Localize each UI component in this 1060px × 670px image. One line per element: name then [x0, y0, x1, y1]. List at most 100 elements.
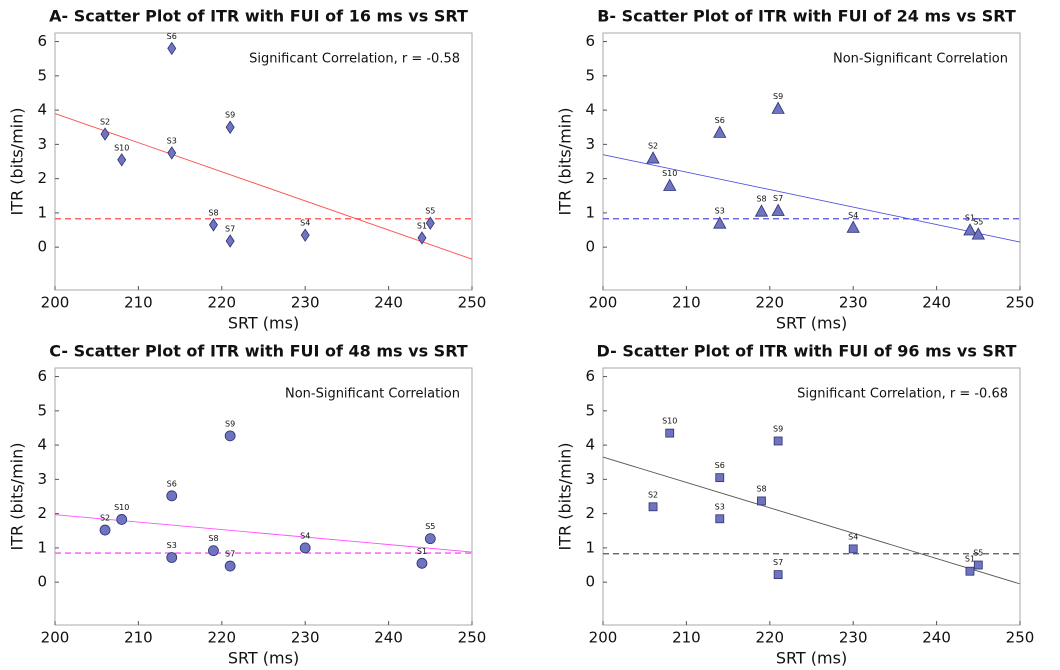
x-tick-label: 210 — [124, 294, 153, 312]
x-tick-label: 240 — [922, 629, 951, 647]
x-axis-label: SRT (ms) — [228, 649, 299, 668]
y-tick-label: 1 — [585, 203, 595, 221]
y-tick-label: 5 — [585, 66, 595, 84]
y-tick-label: 3 — [37, 470, 47, 488]
point-label: S8 — [208, 208, 218, 217]
point — [646, 151, 660, 164]
point — [425, 216, 435, 230]
point-label: S6 — [167, 479, 177, 488]
x-tick-label: 240 — [374, 629, 403, 647]
y-axis-label: ITR (bits/min) — [556, 443, 575, 551]
x-tick-label: 230 — [839, 629, 868, 647]
y-tick-label: 4 — [585, 101, 595, 119]
point-label: S4 — [300, 531, 310, 540]
x-tick-label: 230 — [291, 629, 320, 647]
point — [757, 496, 766, 506]
point — [424, 533, 436, 545]
point-label: S7 — [225, 550, 235, 559]
point-label: S5 — [973, 549, 983, 558]
point-label: S8 — [756, 195, 766, 204]
point — [224, 560, 236, 572]
panel-title: C- Scatter Plot of ITR with FUI of 48 ms… — [49, 342, 468, 361]
point-label: S7 — [773, 558, 783, 567]
y-tick-label: 0 — [37, 238, 47, 256]
point — [417, 231, 427, 245]
x-axis-label: SRT (ms) — [776, 314, 847, 333]
point — [773, 570, 783, 580]
point — [846, 220, 860, 233]
point — [971, 227, 985, 240]
point — [166, 552, 178, 563]
x-tick-label: 200 — [41, 294, 70, 312]
point — [117, 153, 127, 167]
point-label: S9 — [225, 111, 235, 120]
point — [771, 203, 785, 216]
panel-title: D- Scatter Plot of ITR with FUI of 96 ms… — [597, 342, 1017, 361]
point-label: S1 — [417, 547, 427, 556]
panel-title: A- Scatter Plot of ITR with FUI of 16 ms… — [49, 7, 468, 26]
x-tick-label: 230 — [291, 294, 320, 312]
point — [116, 514, 128, 525]
point-label: S7 — [225, 224, 235, 233]
point-label: S5 — [973, 218, 983, 227]
point-label: S10 — [662, 169, 677, 178]
point — [166, 490, 178, 502]
fit-line — [54, 113, 473, 260]
point — [963, 223, 977, 236]
panel: A- Scatter Plot of ITR with FUI of 16 ms… — [8, 7, 487, 333]
point — [167, 146, 177, 160]
point — [100, 127, 110, 141]
point-label: S3 — [167, 541, 177, 550]
x-tick-label: 210 — [124, 629, 153, 647]
y-tick-label: 6 — [585, 32, 595, 50]
y-tick-label: 1 — [585, 538, 595, 556]
annotation: Significant Correlation, r = -0.58 — [249, 52, 460, 67]
axes-frame — [54, 367, 473, 626]
x-tick-label: 200 — [589, 629, 618, 647]
y-tick-label: 3 — [585, 470, 595, 488]
y-tick-label: 0 — [585, 573, 595, 591]
point-label: S3 — [715, 502, 725, 511]
x-axis-label: SRT (ms) — [776, 649, 847, 668]
x-tick-label: 220 — [207, 294, 236, 312]
point-label: S5 — [425, 522, 435, 531]
y-tick-label: 1 — [37, 538, 47, 556]
x-tick-label: 250 — [1006, 294, 1035, 312]
point-label: S3 — [715, 207, 725, 216]
axes-frame — [602, 367, 1021, 626]
x-tick-label: 230 — [839, 294, 868, 312]
point — [167, 41, 177, 56]
x-tick-label: 210 — [672, 294, 701, 312]
point-label: S10 — [114, 503, 129, 512]
point — [965, 566, 975, 576]
fit-line — [602, 154, 1021, 243]
point-label: S5 — [425, 207, 435, 216]
fit-line — [602, 456, 1021, 585]
point — [208, 218, 218, 232]
y-tick-label: 2 — [37, 504, 47, 522]
y-tick-label: 5 — [585, 401, 595, 419]
point-label: S10 — [662, 417, 677, 426]
point — [99, 524, 111, 536]
y-tick-label: 2 — [585, 504, 595, 522]
point-label: S9 — [773, 92, 783, 101]
point-label: S2 — [100, 118, 110, 127]
y-tick-label: 6 — [37, 32, 47, 50]
point-label: S2 — [648, 142, 658, 151]
point — [713, 125, 727, 138]
point-label: S3 — [167, 136, 177, 145]
point-label: S1 — [417, 221, 427, 230]
point-label: S1 — [965, 555, 975, 564]
y-tick-label: 3 — [585, 135, 595, 153]
point — [416, 557, 428, 569]
point — [973, 560, 983, 570]
y-tick-label: 4 — [585, 436, 595, 454]
point-label: S6 — [715, 116, 725, 125]
y-tick-label: 1 — [37, 203, 47, 221]
point-label: S4 — [300, 219, 310, 228]
x-tick-label: 240 — [374, 294, 403, 312]
point-label: S4 — [848, 211, 858, 220]
x-tick-label: 220 — [207, 629, 236, 647]
point — [665, 428, 675, 438]
